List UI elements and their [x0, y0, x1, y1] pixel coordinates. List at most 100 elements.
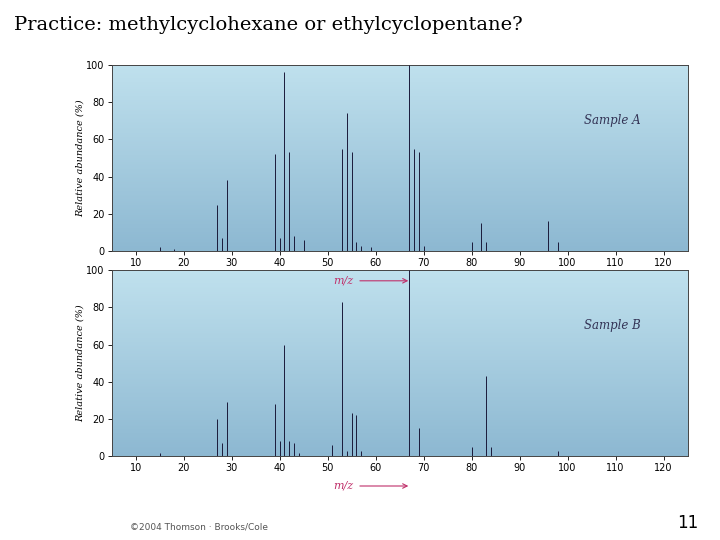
Bar [112, 410, 688, 411]
Bar [112, 333, 688, 334]
Bar [112, 97, 688, 98]
Bar [112, 178, 688, 179]
Bar [112, 296, 688, 297]
Bar [112, 303, 688, 305]
Bar [112, 200, 688, 201]
Bar [112, 242, 688, 244]
Bar [112, 141, 688, 142]
Bar [112, 171, 688, 172]
Bar [112, 183, 688, 184]
Bar [112, 349, 688, 350]
Bar [112, 379, 688, 380]
Bar [112, 213, 688, 214]
Bar [112, 445, 688, 446]
Bar [112, 334, 688, 335]
Bar [112, 392, 688, 393]
Bar [112, 406, 688, 407]
Bar [112, 187, 688, 188]
Bar [112, 345, 688, 346]
Bar [112, 126, 688, 127]
Bar [112, 152, 688, 153]
Bar [112, 416, 688, 417]
Bar [112, 338, 688, 339]
Bar [112, 239, 688, 240]
Bar [112, 444, 688, 445]
Bar [112, 143, 688, 144]
Bar [112, 100, 688, 101]
Bar [112, 158, 688, 159]
Bar [112, 131, 688, 132]
Bar [112, 316, 688, 318]
Bar [112, 310, 688, 311]
Bar [112, 418, 688, 419]
Bar [112, 335, 688, 336]
Bar [112, 298, 688, 299]
Bar [112, 90, 688, 91]
Bar [112, 133, 688, 134]
Bar [112, 212, 688, 213]
Bar [112, 221, 688, 222]
Bar [112, 218, 688, 219]
Text: 11: 11 [677, 514, 698, 532]
Bar [112, 366, 688, 367]
Bar [112, 65, 688, 66]
Bar [112, 118, 688, 119]
Bar [112, 87, 688, 88]
Bar [112, 351, 688, 352]
Bar [112, 140, 688, 141]
Bar [112, 77, 688, 78]
Bar [112, 99, 688, 100]
Bar [112, 176, 688, 177]
Text: Sample B: Sample B [585, 319, 641, 333]
Bar [112, 204, 688, 205]
Bar [112, 284, 688, 285]
Bar [112, 272, 688, 273]
Bar [112, 69, 688, 70]
Bar [112, 72, 688, 73]
Text: Practice: methylcyclohexane or ethylcyclopentane?: Practice: methylcyclohexane or ethylcycl… [14, 16, 523, 34]
Bar [112, 128, 688, 129]
Bar [112, 172, 688, 173]
Bar [112, 427, 688, 428]
Bar [112, 320, 688, 321]
Bar [112, 228, 688, 229]
Bar [112, 164, 688, 165]
Bar [112, 225, 688, 226]
Bar [112, 454, 688, 455]
Bar [112, 342, 688, 343]
Bar [112, 205, 688, 206]
Bar [112, 423, 688, 424]
Bar [112, 223, 688, 224]
Bar [112, 321, 688, 322]
Bar [112, 323, 688, 324]
Bar [112, 327, 688, 328]
Bar [112, 403, 688, 404]
Bar [112, 114, 688, 115]
Bar [112, 168, 688, 169]
Bar [112, 83, 688, 84]
Bar [112, 442, 688, 443]
Bar [112, 233, 688, 234]
Bar [112, 402, 688, 403]
Bar [112, 353, 688, 354]
Bar [112, 380, 688, 381]
Bar [112, 393, 688, 394]
Bar [112, 332, 688, 333]
Bar [112, 102, 688, 103]
Bar [112, 450, 688, 451]
Bar [112, 361, 688, 362]
Bar [112, 374, 688, 375]
Bar [112, 276, 688, 278]
Bar [112, 397, 688, 399]
Bar [112, 306, 688, 307]
Bar [112, 237, 688, 238]
Bar [112, 413, 688, 414]
Bar [112, 437, 688, 438]
Bar [112, 339, 688, 340]
Bar [112, 107, 688, 109]
Bar [112, 175, 688, 176]
Bar [112, 446, 688, 447]
Bar [112, 294, 688, 295]
Bar [112, 305, 688, 306]
Bar [112, 318, 688, 319]
